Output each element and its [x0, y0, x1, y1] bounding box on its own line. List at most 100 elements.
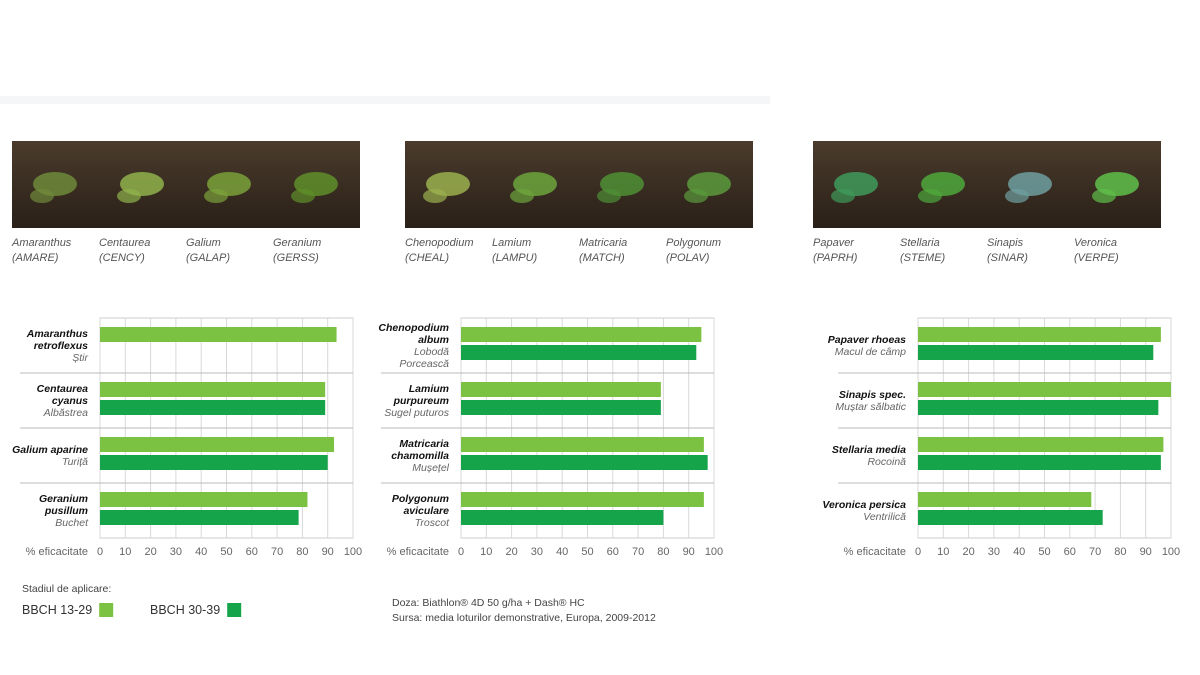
bar: [918, 400, 1159, 415]
legend-swatch: [99, 603, 114, 617]
weed-code: (GERSS): [273, 252, 319, 264]
x-tick-label: 90: [683, 546, 695, 558]
x-tick-label: 90: [1140, 546, 1152, 558]
weed-name: Papaver: [813, 237, 854, 249]
x-tick-label: 100: [705, 546, 723, 558]
weed-code: (MATCH): [579, 252, 625, 264]
latin-name: Galium aparine: [12, 443, 88, 456]
x-tick-label: 70: [271, 546, 283, 558]
common-name: Buchet: [55, 516, 88, 529]
photo-row: [12, 141, 1161, 228]
photo-caption: Polygonum (POLAV): [666, 236, 721, 266]
weed-leaf: [1005, 189, 1029, 203]
note: Doza: Biathlon® 4D 50 g/ha + Dash® HC: [392, 597, 585, 609]
legend-title: Stadiul de aplicare:: [22, 583, 112, 595]
bar: [461, 437, 704, 452]
photo-caption: Chenopodium (CHEAL): [405, 236, 474, 266]
weed-code: (VERPE): [1074, 252, 1119, 264]
weed-leaf: [684, 189, 708, 203]
bar: [918, 382, 1171, 397]
bar: [461, 382, 661, 397]
photo-caption: Amaranthus (AMARE): [12, 236, 71, 266]
x-tick-label: 0: [915, 546, 921, 558]
bar: [461, 327, 702, 342]
x-tick-label: 30: [531, 546, 543, 558]
weed-code: (POLAV): [666, 252, 710, 264]
category-label: Sinapis spec. Muștar sălbatic: [796, 373, 906, 428]
weed-code: (STEME): [900, 252, 946, 264]
weed-leaf: [510, 189, 534, 203]
weed-name: Stellaria: [900, 237, 940, 249]
weed-name: Matricaria: [579, 237, 628, 249]
x-tick-label: 60: [1064, 546, 1076, 558]
category-label: Polygonum aviculare Troscot: [371, 483, 449, 538]
category-label: Geranium pusillum Buchet: [10, 483, 88, 538]
x-tick-label: 10: [937, 546, 949, 558]
x-tick-label: 100: [1162, 546, 1180, 558]
weed-leaf: [291, 189, 315, 203]
x-tick-label: 80: [1114, 546, 1126, 558]
bar: [918, 455, 1161, 470]
x-tick-label: 50: [1038, 546, 1050, 558]
photo-caption: Centaurea (CENCY): [99, 236, 150, 266]
x-tick-label: 30: [988, 546, 1000, 558]
x-tick-label: 40: [195, 546, 207, 558]
weed-leaf: [117, 189, 141, 203]
common-name: Sugel puturos: [384, 406, 449, 419]
latin-name: Papaver rhoeas: [827, 333, 906, 346]
x-tick-label: 70: [1089, 546, 1101, 558]
bar: [918, 327, 1161, 342]
x-tick-label: 20: [505, 546, 517, 558]
bar: [918, 437, 1164, 452]
weed-code: (PAPRH): [813, 252, 858, 264]
photo-caption: Papaver (PAPRH): [813, 236, 857, 266]
bar: [918, 510, 1103, 525]
category-label: Amaranthus retroflexus Știr: [10, 318, 88, 373]
x-tick-label: 10: [119, 546, 131, 558]
bar: [461, 510, 664, 525]
band: [0, 96, 770, 104]
latin-name: Chenopodium album: [378, 321, 449, 346]
common-name: Troscot: [414, 516, 449, 529]
legend-swatch: [227, 603, 242, 617]
category-label: Lamium purpureum Sugel puturos: [371, 373, 449, 428]
latin-name: Sinapis spec.: [838, 388, 906, 401]
latin-name: Centaurea cyanus: [36, 382, 88, 407]
weed-name: Centaurea: [99, 237, 151, 249]
common-name: Mușețel: [412, 461, 449, 474]
x-tick-label: 40: [1013, 546, 1025, 558]
x-tick-label: 80: [296, 546, 308, 558]
x-tick-label: 20: [144, 546, 156, 558]
bar: [918, 492, 1092, 507]
weed-leaf: [918, 189, 942, 203]
bar: [100, 437, 335, 452]
bar: [461, 345, 697, 360]
bar: [100, 327, 337, 342]
category-label: Matricaria chamomilla Mușețel: [371, 428, 449, 483]
x-axis-label: % eficacitate: [26, 546, 88, 558]
photo-caption: Matricaria (MATCH): [579, 236, 627, 266]
x-tick-label: 50: [581, 546, 593, 558]
category-label: Galium aparine Turiță: [10, 428, 88, 483]
weed-code: (AMARE): [12, 252, 59, 264]
bar: [100, 400, 326, 415]
weed-code: (GALAP): [186, 252, 231, 264]
latin-name: Amaranthus retroflexus: [26, 327, 88, 352]
common-name: Turiță: [61, 455, 88, 468]
x-tick-label: 10: [480, 546, 492, 558]
weed-name: Veronica: [1074, 237, 1118, 249]
note: Sursa: media loturilor demonstrative, Eu…: [392, 612, 656, 624]
weed-name: Lamium: [492, 237, 532, 249]
x-tick-label: 70: [632, 546, 644, 558]
legend-label: BBCH 13-29: [22, 603, 93, 617]
weed-name: Geranium: [273, 237, 322, 249]
bar: [461, 492, 704, 507]
weed-code: (LAMPU): [492, 252, 538, 264]
category-label: Centaurea cyanus Albăstrea: [10, 373, 88, 428]
bar: [461, 455, 708, 470]
photo-caption: Sinapis (SINAR): [987, 236, 1028, 266]
weed-name: Sinapis: [987, 237, 1024, 249]
common-name: Muștar sălbatic: [835, 400, 906, 413]
category-label: Chenopodium album Lobodă Porcească: [371, 318, 449, 373]
x-tick-label: 60: [607, 546, 619, 558]
